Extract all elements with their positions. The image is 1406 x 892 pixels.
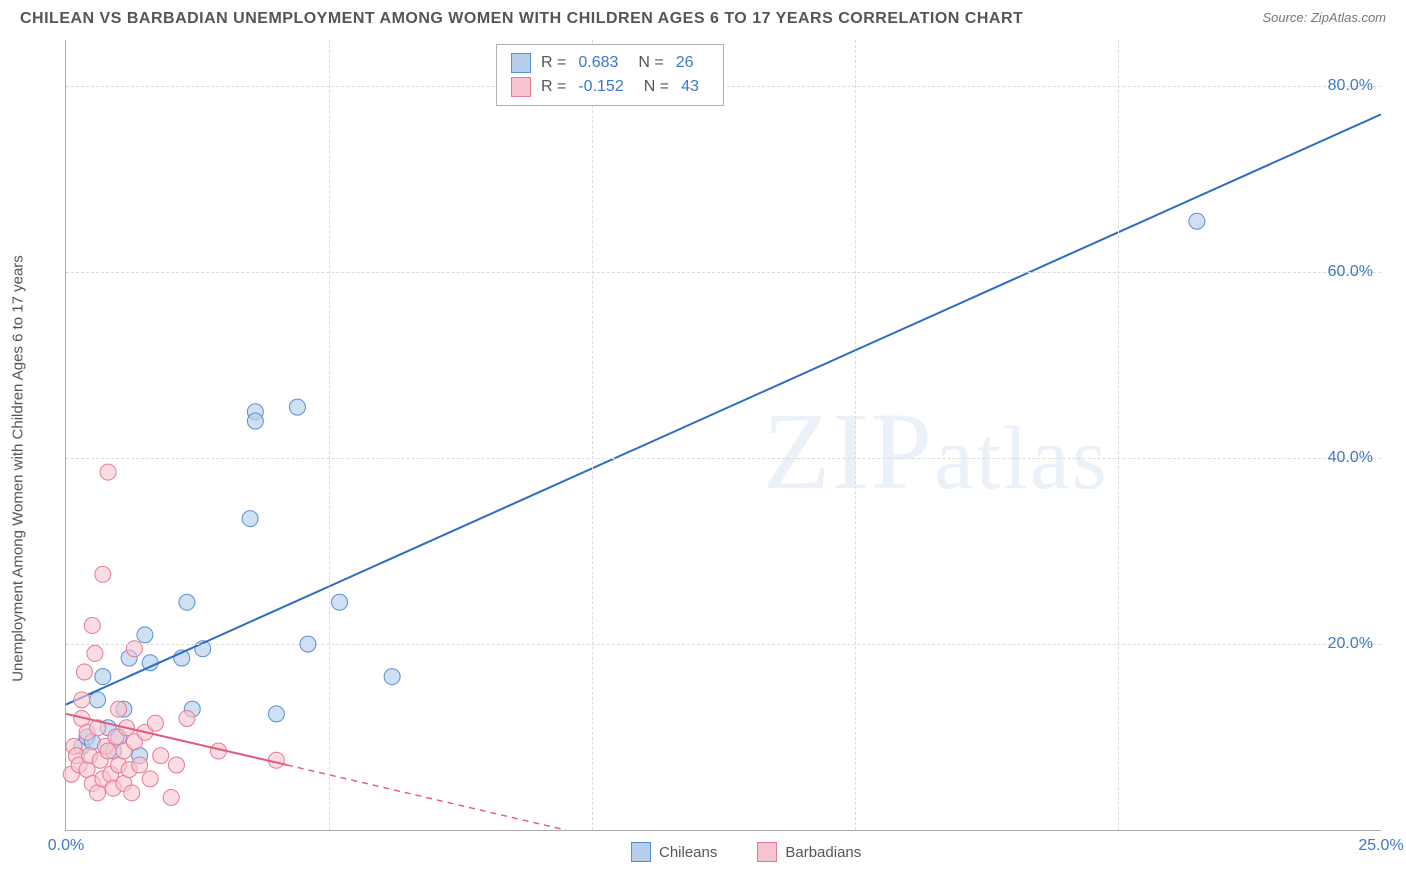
scatter-point [76, 664, 92, 680]
series-legend: Chileans Barbadians [631, 842, 861, 862]
scatter-point [90, 692, 106, 708]
scatter-point [137, 627, 153, 643]
gridline-vertical [329, 40, 330, 830]
chart-title: CHILEAN VS BARBADIAN UNEMPLOYMENT AMONG … [20, 10, 1023, 28]
y-axis-label: Unemployment Among Women with Children A… [10, 255, 27, 682]
scatter-plot-svg [66, 40, 1381, 830]
y-tick-label: 80.0% [1328, 77, 1373, 95]
scatter-point [95, 669, 111, 685]
r-label: R = [541, 51, 566, 75]
stats-row: R = -0.152 N = 43 [511, 75, 709, 99]
legend-item: Barbadians [757, 842, 861, 862]
x-tick-label: 0.0% [48, 837, 84, 855]
y-tick-label: 20.0% [1328, 635, 1373, 653]
scatter-point [95, 566, 111, 582]
scatter-point [384, 669, 400, 685]
gridline-horizontal [66, 644, 1381, 645]
plot-area: R =0.683N =26R =-0.152N =43 ZIPatlas Chi… [65, 40, 1381, 831]
n-label: N = [644, 75, 669, 99]
legend-label: Chileans [659, 844, 717, 861]
source-attribution: Source: ZipAtlas.com [1262, 10, 1386, 25]
gridline-horizontal [66, 458, 1381, 459]
scatter-point [268, 706, 284, 722]
scatter-point [100, 464, 116, 480]
scatter-point [84, 618, 100, 634]
legend-item: Chileans [631, 842, 717, 862]
scatter-point [132, 757, 148, 773]
scatter-point [124, 785, 140, 801]
n-label: N = [638, 51, 663, 75]
scatter-point [332, 594, 348, 610]
gridline-horizontal [66, 272, 1381, 273]
scatter-point [289, 399, 305, 415]
swatch-icon [511, 77, 531, 97]
scatter-point [87, 645, 103, 661]
chart-container: Unemployment Among Women with Children A… [20, 40, 1390, 880]
stats-legend-box: R = 0.683 N = 26 R = -0.152 N = 43 [496, 44, 724, 106]
scatter-point [153, 748, 169, 764]
scatter-point [147, 715, 163, 731]
scatter-point [100, 743, 116, 759]
swatch-icon [757, 842, 777, 862]
gridline-vertical [1118, 40, 1119, 830]
scatter-point [163, 789, 179, 805]
r-value: -0.152 [578, 75, 623, 99]
x-tick-label: 25.0% [1358, 837, 1403, 855]
n-value: 26 [676, 51, 694, 75]
scatter-point [1189, 213, 1205, 229]
scatter-point [142, 771, 158, 787]
swatch-icon [631, 842, 651, 862]
swatch-icon [511, 53, 531, 73]
r-label: R = [541, 75, 566, 99]
scatter-point [179, 594, 195, 610]
y-tick-label: 60.0% [1328, 263, 1373, 281]
scatter-point [74, 692, 90, 708]
legend-label: Barbadians [785, 844, 861, 861]
scatter-point [242, 511, 258, 527]
gridline-vertical [855, 40, 856, 830]
y-tick-label: 40.0% [1328, 449, 1373, 467]
scatter-point [247, 413, 263, 429]
scatter-point [179, 710, 195, 726]
stats-row: R = 0.683 N = 26 [511, 51, 709, 75]
n-value: 43 [681, 75, 699, 99]
r-value: 0.683 [578, 51, 618, 75]
scatter-point [111, 701, 127, 717]
scatter-point [168, 757, 184, 773]
gridline-vertical [592, 40, 593, 830]
